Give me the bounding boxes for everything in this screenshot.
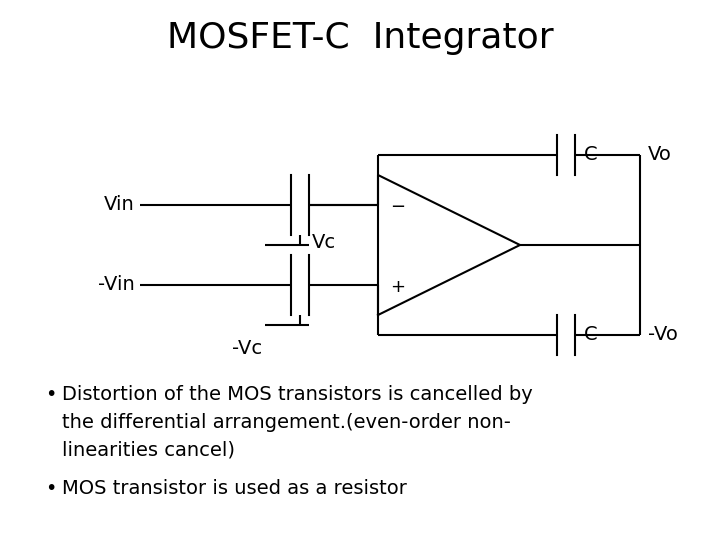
Text: -Vin: -Vin [98,275,135,294]
Text: Vo: Vo [648,145,672,165]
Text: MOSFET-C  Integrator: MOSFET-C Integrator [167,21,553,55]
Text: the differential arrangement.(even-order non-: the differential arrangement.(even-order… [62,413,511,432]
Text: C: C [584,145,598,165]
Text: +: + [390,278,405,296]
Text: -Vc: -Vc [232,339,262,358]
Text: −: − [390,198,405,216]
Text: •: • [45,479,56,498]
Text: Distortion of the MOS transistors is cancelled by: Distortion of the MOS transistors is can… [62,385,533,404]
Text: C: C [584,326,598,345]
Text: Vin: Vin [104,195,135,214]
Text: MOS transistor is used as a resistor: MOS transistor is used as a resistor [62,479,407,498]
Text: -Vo: -Vo [648,326,678,345]
Text: linearities cancel): linearities cancel) [62,441,235,460]
Text: •: • [45,385,56,404]
Text: Vc: Vc [312,233,336,253]
